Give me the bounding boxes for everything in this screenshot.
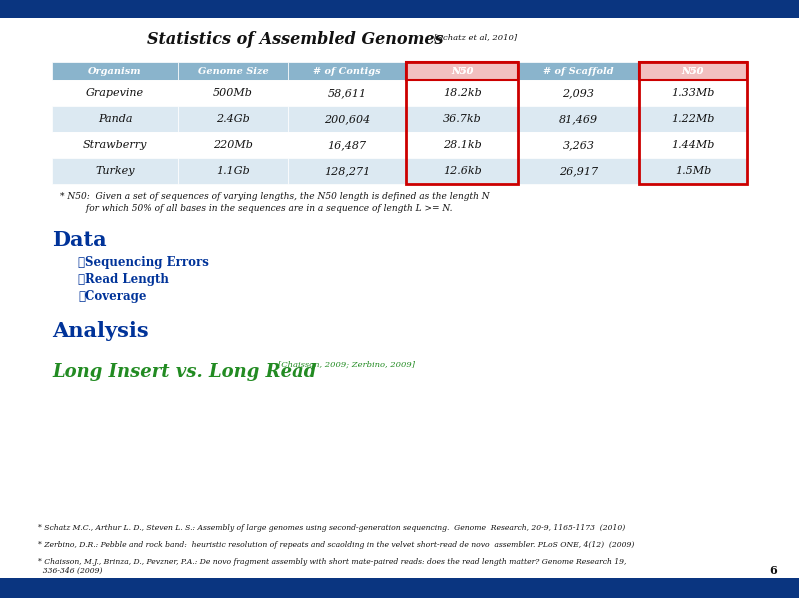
Text: 1.22Mb: 1.22Mb bbox=[671, 114, 714, 124]
Text: 18.2kb: 18.2kb bbox=[443, 88, 482, 98]
Text: Strawberry: Strawberry bbox=[83, 140, 147, 150]
Text: N50: N50 bbox=[682, 66, 704, 75]
Text: 1.5Mb: 1.5Mb bbox=[675, 166, 711, 176]
Bar bbox=[406, 62, 519, 80]
Bar bbox=[638, 62, 747, 184]
Text: # of Contigs: # of Contigs bbox=[313, 66, 381, 75]
Bar bbox=[52, 106, 178, 132]
Bar bbox=[638, 132, 747, 158]
Bar bbox=[178, 62, 288, 80]
Bar bbox=[638, 62, 747, 80]
Text: 200,604: 200,604 bbox=[324, 114, 370, 124]
Bar bbox=[638, 62, 747, 80]
Text: 6: 6 bbox=[769, 565, 777, 576]
Bar bbox=[178, 80, 288, 106]
Bar bbox=[288, 62, 406, 80]
Bar bbox=[406, 62, 519, 80]
Text: * Zerbino, D.R.: Pebble and rock band:  heuristic resolution of repeats and scao: * Zerbino, D.R.: Pebble and rock band: h… bbox=[38, 541, 634, 549]
Text: 2,093: 2,093 bbox=[562, 88, 594, 98]
Bar bbox=[178, 158, 288, 184]
Text: Organism: Organism bbox=[88, 66, 142, 75]
Text: 1.33Mb: 1.33Mb bbox=[671, 88, 714, 98]
Bar bbox=[0, 0, 799, 18]
Bar bbox=[519, 62, 638, 80]
Bar bbox=[519, 132, 638, 158]
Bar bbox=[638, 158, 747, 184]
Text: for which 50% of all bases in the sequences are in a sequence of length L >= N.: for which 50% of all bases in the sequen… bbox=[60, 204, 452, 213]
Text: 1.1Gb: 1.1Gb bbox=[217, 166, 250, 176]
Bar bbox=[52, 158, 178, 184]
Bar bbox=[288, 132, 406, 158]
Bar bbox=[519, 80, 638, 106]
Bar bbox=[519, 158, 638, 184]
Text: 2.4Gb: 2.4Gb bbox=[217, 114, 250, 124]
Text: [Schatz et al, 2010]: [Schatz et al, 2010] bbox=[434, 33, 517, 41]
Bar bbox=[178, 106, 288, 132]
Bar bbox=[406, 132, 519, 158]
Text: 26,917: 26,917 bbox=[559, 166, 598, 176]
Bar bbox=[288, 106, 406, 132]
Text: 36.7kb: 36.7kb bbox=[443, 114, 482, 124]
Text: Panda: Panda bbox=[97, 114, 133, 124]
Bar bbox=[406, 80, 519, 106]
Bar bbox=[178, 132, 288, 158]
Text: 3,263: 3,263 bbox=[562, 140, 594, 150]
Text: Turkey: Turkey bbox=[95, 166, 135, 176]
Text: # of Scaffold: # of Scaffold bbox=[543, 66, 614, 75]
Bar bbox=[52, 80, 178, 106]
Text: 500Mb: 500Mb bbox=[213, 88, 253, 98]
Text: [Chaisson, 2009; Zerbino, 2009]: [Chaisson, 2009; Zerbino, 2009] bbox=[278, 361, 415, 369]
Text: Long Insert vs. Long Read: Long Insert vs. Long Read bbox=[52, 363, 316, 381]
Bar bbox=[52, 62, 178, 80]
Text: * Schatz M.C., Arthur L. D., Steven L. S.: Assembly of large genomes using secon: * Schatz M.C., Arthur L. D., Steven L. S… bbox=[38, 524, 626, 532]
Bar bbox=[288, 158, 406, 184]
Text: Genome Size: Genome Size bbox=[197, 66, 268, 75]
Bar bbox=[406, 158, 519, 184]
Text: Data: Data bbox=[52, 230, 106, 250]
Text: ➤Coverage: ➤Coverage bbox=[78, 290, 146, 303]
Bar bbox=[406, 106, 519, 132]
Text: 220Mb: 220Mb bbox=[213, 140, 253, 150]
Text: 16,487: 16,487 bbox=[328, 140, 367, 150]
Text: 12.6kb: 12.6kb bbox=[443, 166, 482, 176]
Text: ➤Read Length: ➤Read Length bbox=[78, 273, 169, 286]
Text: 58,611: 58,611 bbox=[328, 88, 367, 98]
Text: N50: N50 bbox=[451, 66, 473, 75]
Text: * Chaisson, M.J., Brinza, D., Pevzner, P.A.: De novo fragment assembly with shor: * Chaisson, M.J., Brinza, D., Pevzner, P… bbox=[38, 558, 626, 575]
Text: 81,469: 81,469 bbox=[559, 114, 598, 124]
Bar bbox=[288, 80, 406, 106]
Bar bbox=[638, 106, 747, 132]
Text: 128,271: 128,271 bbox=[324, 166, 370, 176]
Bar bbox=[519, 106, 638, 132]
Bar bbox=[0, 578, 799, 598]
Text: N50: N50 bbox=[682, 66, 704, 75]
Text: N50: N50 bbox=[451, 66, 473, 75]
Text: Grapevine: Grapevine bbox=[86, 88, 144, 98]
Text: 28.1kb: 28.1kb bbox=[443, 140, 482, 150]
Bar bbox=[52, 132, 178, 158]
Text: 1.44Mb: 1.44Mb bbox=[671, 140, 714, 150]
Text: Statistics of Assembled Genomes: Statistics of Assembled Genomes bbox=[147, 32, 444, 48]
Text: ➤Sequencing Errors: ➤Sequencing Errors bbox=[78, 256, 209, 269]
Bar bbox=[638, 80, 747, 106]
Text: * N50:  Given a set of sequences of varying lengths, the N50 length is defined a: * N50: Given a set of sequences of varyi… bbox=[60, 192, 490, 201]
Text: Analysis: Analysis bbox=[52, 321, 149, 341]
Bar bbox=[406, 62, 519, 184]
